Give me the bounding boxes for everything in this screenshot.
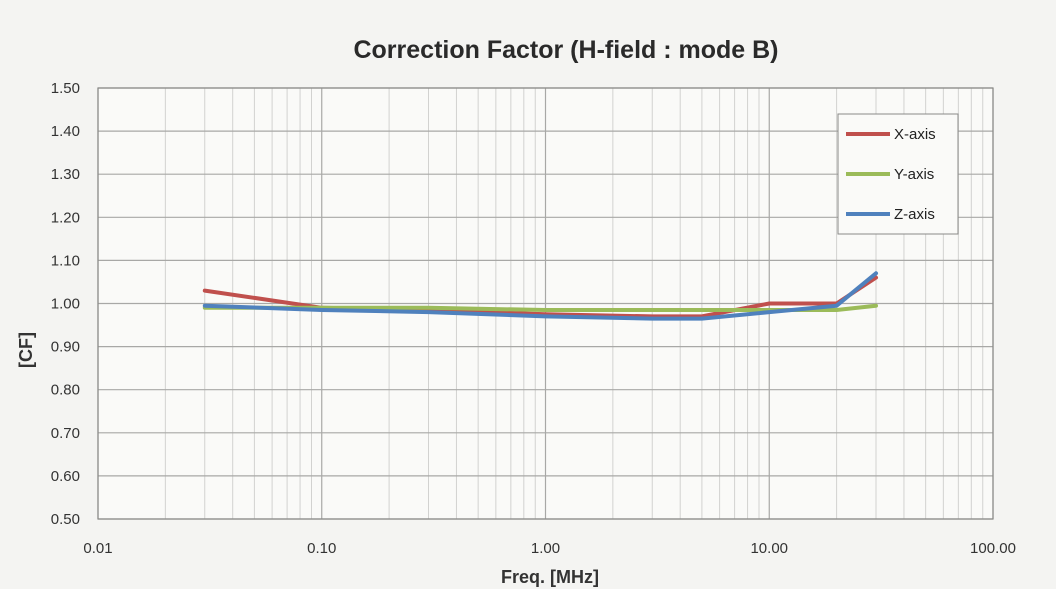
y-axis-ticks: 0.50 0.60 0.70 0.80 0.90 1.00 1.10 1.20 1.30 1.40… [51, 80, 80, 528]
y-tick-label: 0.90 [51, 339, 80, 356]
y-axis-label: [CF] [16, 332, 36, 368]
y-tick-label: 0.60 [51, 468, 80, 485]
y-tick-label: 1.40 [51, 123, 80, 140]
x-axis-label: Freq. [MHz] [501, 567, 599, 587]
y-tick-label: 0.50 [51, 511, 80, 528]
x-tick-label: 1.00 [531, 540, 560, 557]
legend-label: X-axis [894, 126, 936, 143]
legend-label: Z-axis [894, 206, 935, 223]
x-tick-label: 10.00 [750, 540, 788, 557]
x-axis-ticks: 0.01 0.10 1.00 10.00 100.00 [83, 540, 1016, 557]
y-tick-label: 0.70 [51, 425, 80, 442]
series-line-z-axis [202, 271, 878, 321]
y-tick-label: 1.00 [51, 296, 80, 313]
legend: X-axis Y-axis Z-axis [837, 113, 959, 235]
x-tick-label: 0.01 [83, 540, 112, 557]
chart-title: Correction Factor (H-field : mode B) [353, 36, 778, 64]
plot-border [97, 87, 994, 520]
series-lines [202, 271, 878, 321]
legend-label: Y-axis [894, 166, 934, 183]
x-tick-label: 100.00 [970, 540, 1016, 557]
y-tick-label: 1.20 [51, 209, 80, 226]
y-tick-label: 1.10 [51, 252, 80, 269]
x-tick-label: 0.10 [307, 540, 336, 557]
series-line-y-axis [202, 303, 878, 312]
y-tick-label: 1.30 [51, 166, 80, 183]
y-tick-label: 1.50 [51, 80, 80, 97]
y-tick-label: 0.80 [51, 382, 80, 399]
